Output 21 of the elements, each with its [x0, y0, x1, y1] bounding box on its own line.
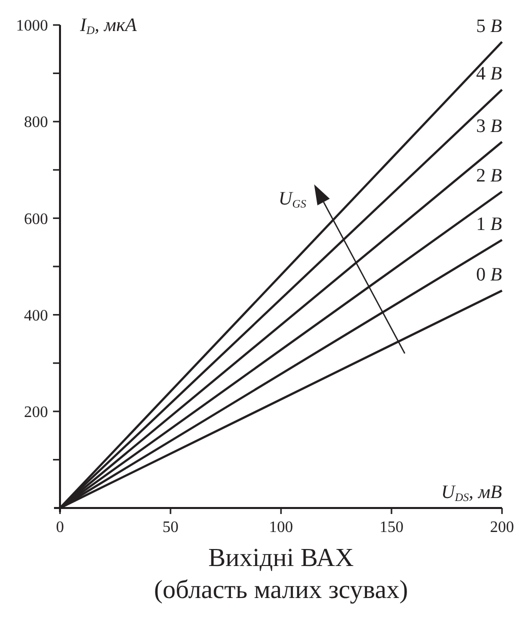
- x-tick-label: 100: [269, 519, 293, 536]
- y-axis-title: I$_{D}$, мкА: [79, 15, 138, 37]
- y-tick-label: 800: [24, 114, 48, 132]
- annotation: U$_{GS}$: [278, 188, 306, 210]
- text: (область малих зсувах): [154, 575, 408, 604]
- series-label: 1 В: [476, 214, 502, 235]
- y-tick-label: 600: [24, 210, 48, 228]
- y-tick-label: 400: [24, 307, 48, 324]
- series-label: 3 В: [476, 116, 502, 137]
- text: Вихідні ВАХ: [208, 543, 354, 572]
- x-tick-label: 150: [380, 519, 404, 536]
- x-axis-title: U$_{DS}$, мВ: [441, 482, 502, 504]
- series-label: 4 В: [476, 64, 502, 85]
- x-tick-label: 0: [56, 519, 64, 536]
- series-label: 5 В: [476, 16, 502, 37]
- y-tick-label: 1000: [16, 18, 48, 35]
- series-label: 2 В: [476, 166, 502, 187]
- series-label: 0 В: [476, 264, 502, 286]
- x-tick-label: 50: [162, 519, 178, 536]
- x-tick-label: 200: [490, 519, 514, 536]
- y-tick-label: 200: [24, 404, 48, 421]
